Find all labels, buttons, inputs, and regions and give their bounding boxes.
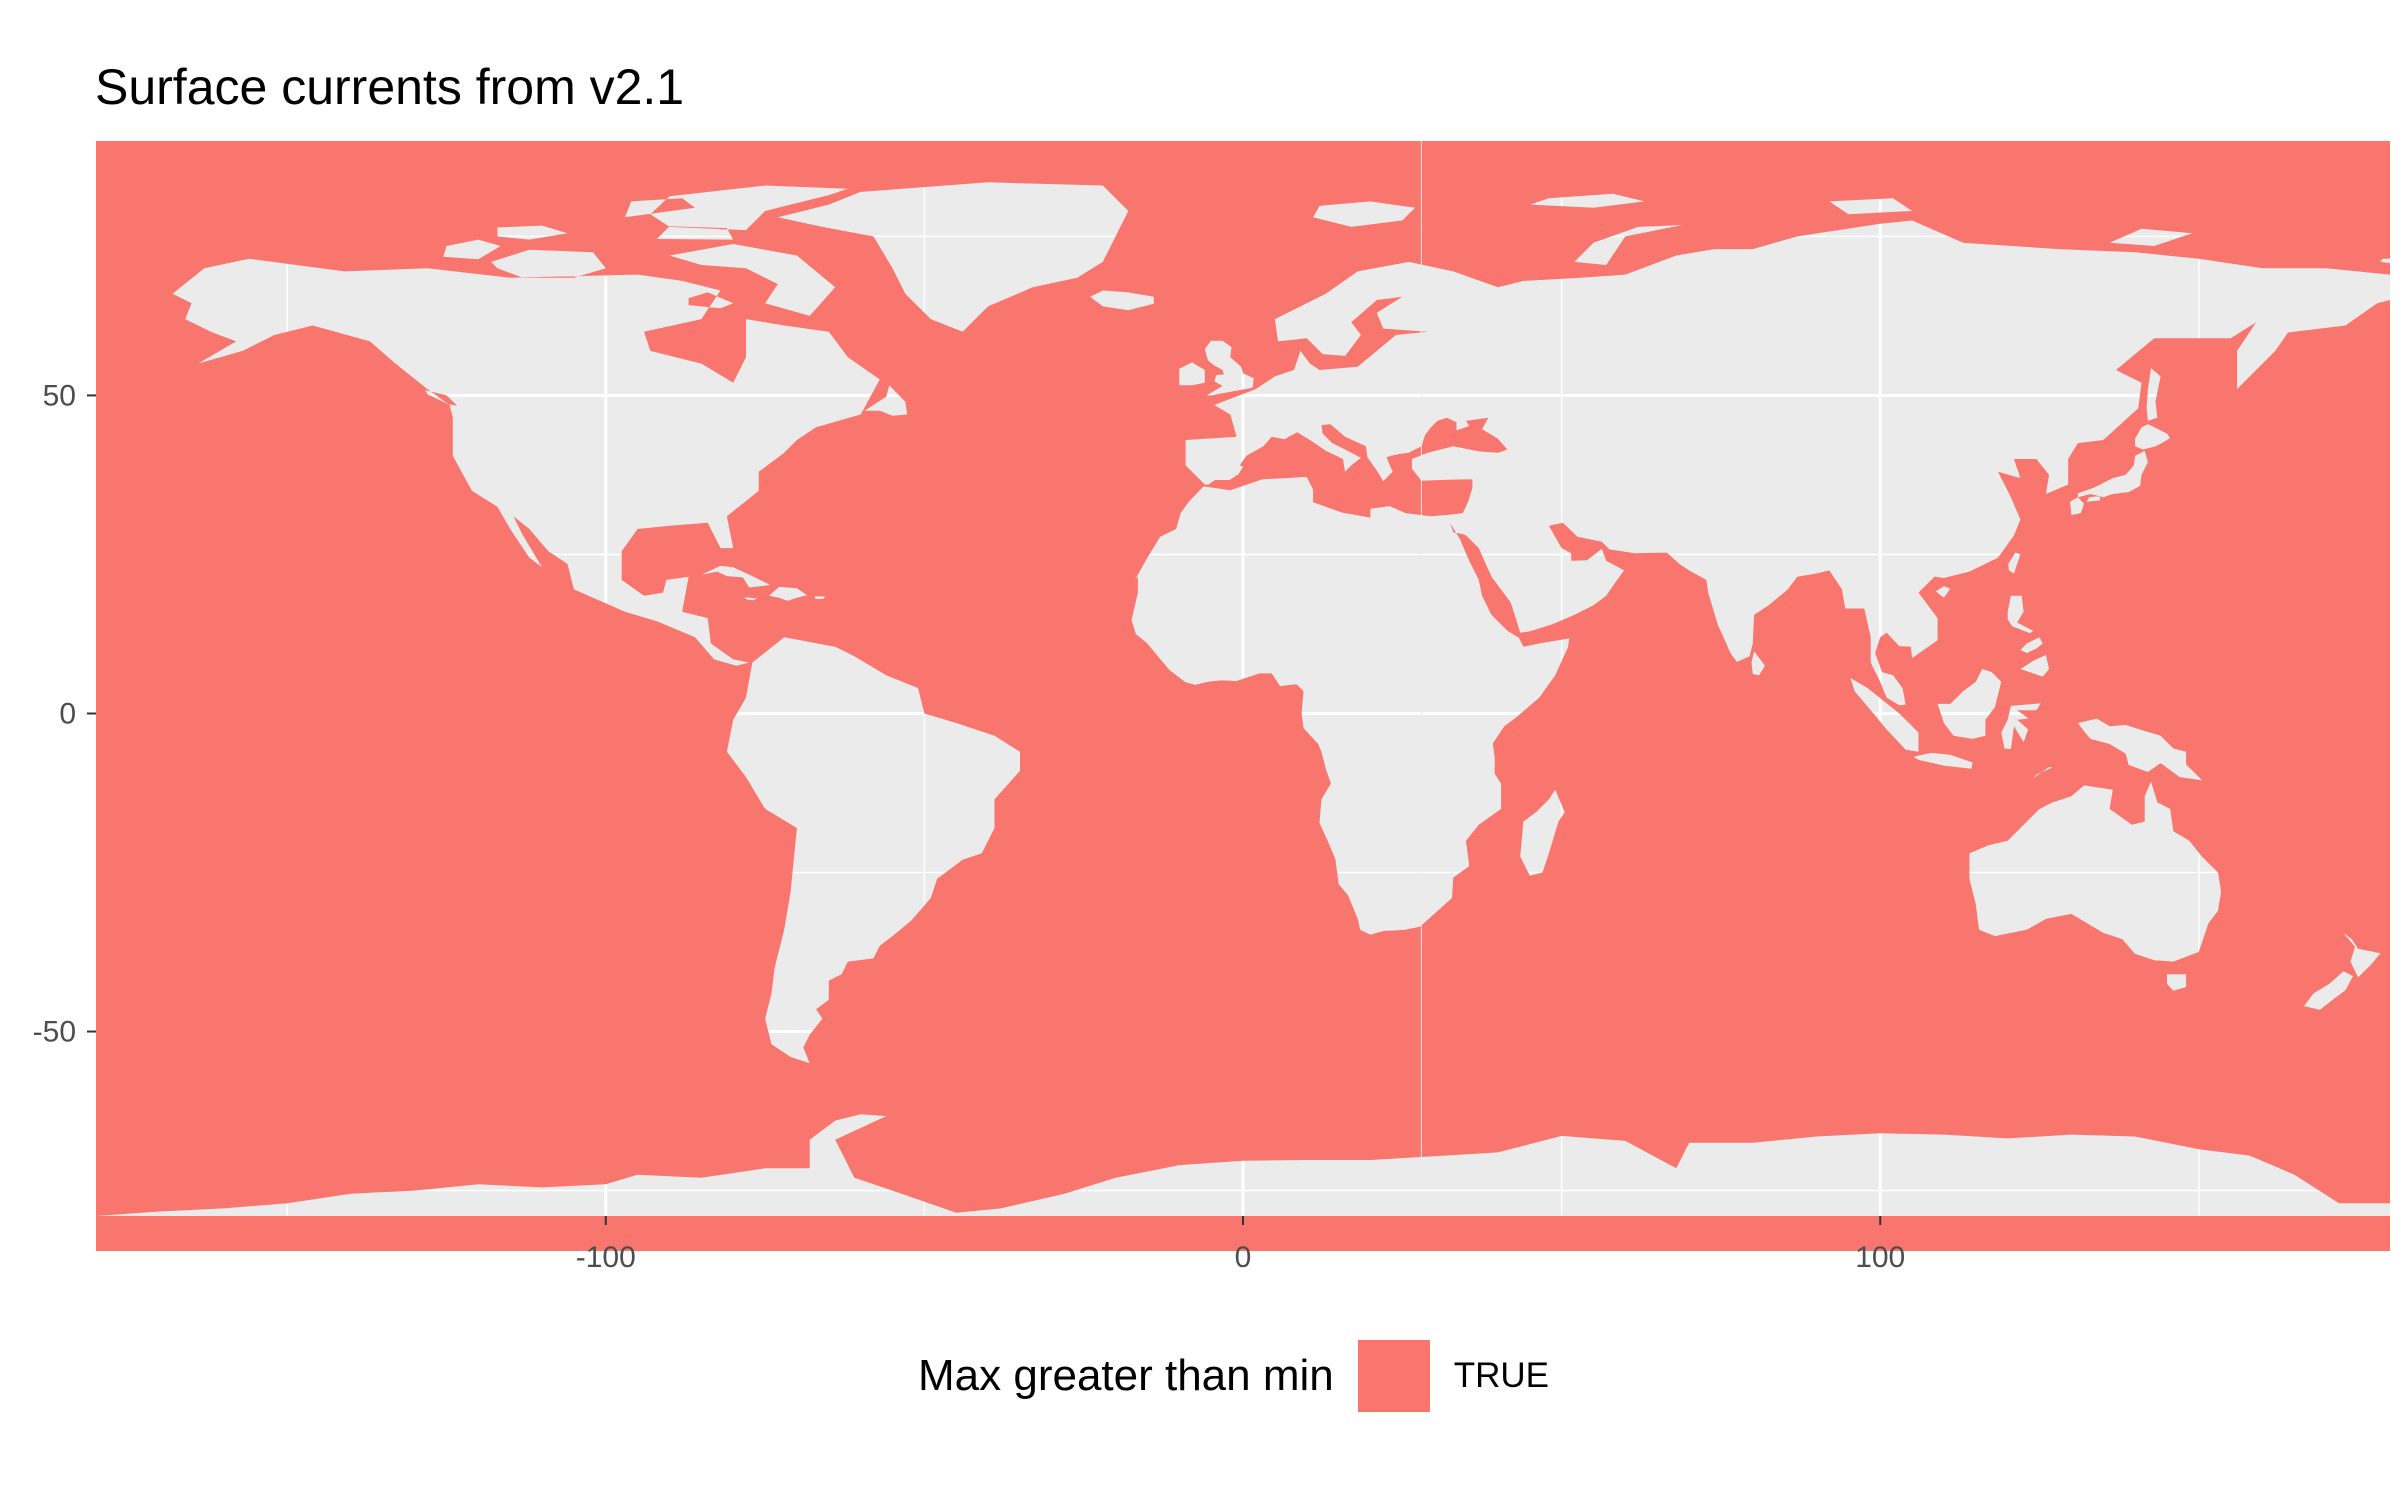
axes: -100 0 100 50 0 -50: [33, 379, 1906, 1274]
ocean-fill: [96, 141, 2390, 1251]
x-tick-label: 100: [1855, 1241, 1905, 1274]
legend-key-true: [1357, 1340, 1430, 1412]
legend-label-true: TRUE: [1453, 1356, 1550, 1395]
x-tick-label: -100: [576, 1241, 636, 1274]
x-tick-label: 0: [1235, 1241, 1252, 1274]
legend: Max greater than min TRUE: [918, 1340, 1549, 1412]
chart-title: Surface currents from v2.1: [95, 59, 685, 115]
y-tick-label: 0: [59, 697, 76, 730]
y-tick-label: -50: [33, 1016, 76, 1049]
legend-title: Max greater than min: [918, 1351, 1334, 1400]
y-tick-label: 50: [43, 379, 76, 412]
ocean-mask: [96, 141, 2390, 1251]
